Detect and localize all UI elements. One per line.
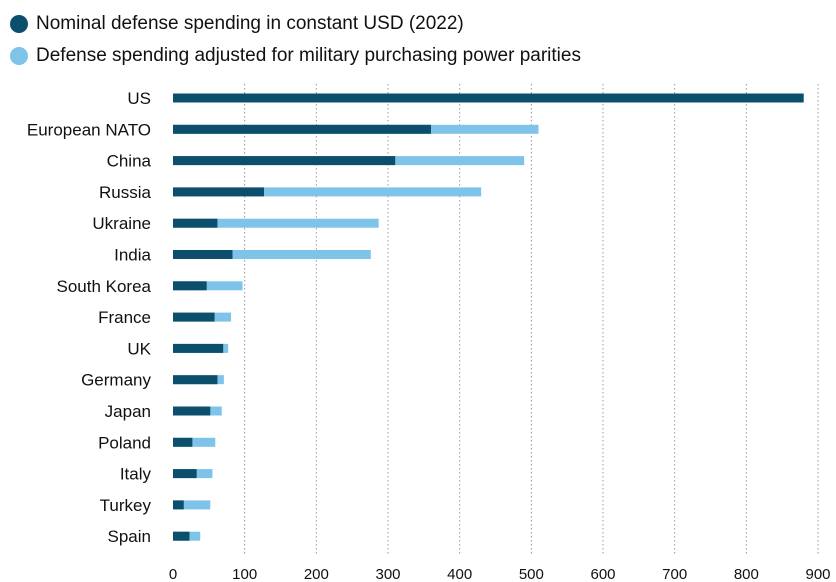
category-label: Japan: [105, 402, 151, 421]
bar-nominal: [173, 156, 396, 166]
bar-nominal: [173, 406, 211, 416]
category-label: UK: [127, 339, 151, 358]
bar-nominal: [173, 187, 265, 197]
bar-nominal: [173, 469, 197, 479]
bar-adjusted: [173, 187, 482, 197]
legend-item-adjusted: Defense spending adjusted for military p…: [10, 40, 581, 72]
x-tick-label: 800: [734, 566, 759, 582]
x-tick-label: 600: [590, 566, 615, 582]
bar-nominal: [173, 500, 184, 510]
bar-nominal: [173, 375, 218, 385]
legend: Nominal defense spending in constant USD…: [10, 8, 581, 72]
bar-nominal: [173, 437, 193, 447]
category-label: South Korea: [56, 277, 151, 296]
bar-nominal: [173, 531, 190, 541]
legend-label-nominal: Nominal defense spending in constant USD…: [36, 13, 464, 34]
category-label: Poland: [98, 433, 151, 452]
category-label: European NATO: [27, 120, 151, 139]
bar-nominal: [173, 218, 218, 228]
bar-nominal: [173, 250, 233, 259]
legend-swatch-adjusted: [10, 47, 28, 65]
bar-adjusted: [173, 500, 211, 510]
category-label: China: [107, 152, 152, 171]
category-label: Italy: [120, 465, 152, 484]
x-tick-label: 100: [232, 566, 257, 582]
legend-swatch-nominal: [10, 15, 28, 33]
category-label: Russia: [99, 183, 152, 202]
category-label: Ukraine: [92, 214, 151, 233]
category-label: Spain: [108, 527, 151, 546]
category-label: India: [114, 246, 151, 265]
category-label: Germany: [81, 371, 151, 390]
category-label: US: [127, 89, 151, 108]
x-tick-label: 0: [169, 566, 177, 582]
x-tick-label: 200: [304, 566, 329, 582]
bar-adjusted: [173, 281, 243, 291]
bar-nominal: [173, 124, 431, 134]
x-tick-label: 400: [447, 566, 472, 582]
legend-label-adjusted: Defense spending adjusted for military p…: [36, 45, 581, 66]
bar-adjusted: [173, 437, 216, 447]
bar-adjusted: [173, 250, 371, 259]
bar-nominal: [173, 93, 804, 103]
category-label: Turkey: [100, 496, 152, 515]
bar-adjusted: [173, 218, 379, 228]
legend-item-nominal: Nominal defense spending in constant USD…: [10, 8, 581, 40]
category-label: France: [98, 308, 151, 327]
bar-nominal: [173, 281, 207, 291]
x-tick-label: 300: [375, 566, 400, 582]
x-tick-label: 500: [519, 566, 544, 582]
bar-nominal: [173, 343, 224, 353]
x-tick-label: 900: [805, 566, 830, 582]
bar-nominal: [173, 312, 215, 322]
x-tick-label: 700: [662, 566, 687, 582]
